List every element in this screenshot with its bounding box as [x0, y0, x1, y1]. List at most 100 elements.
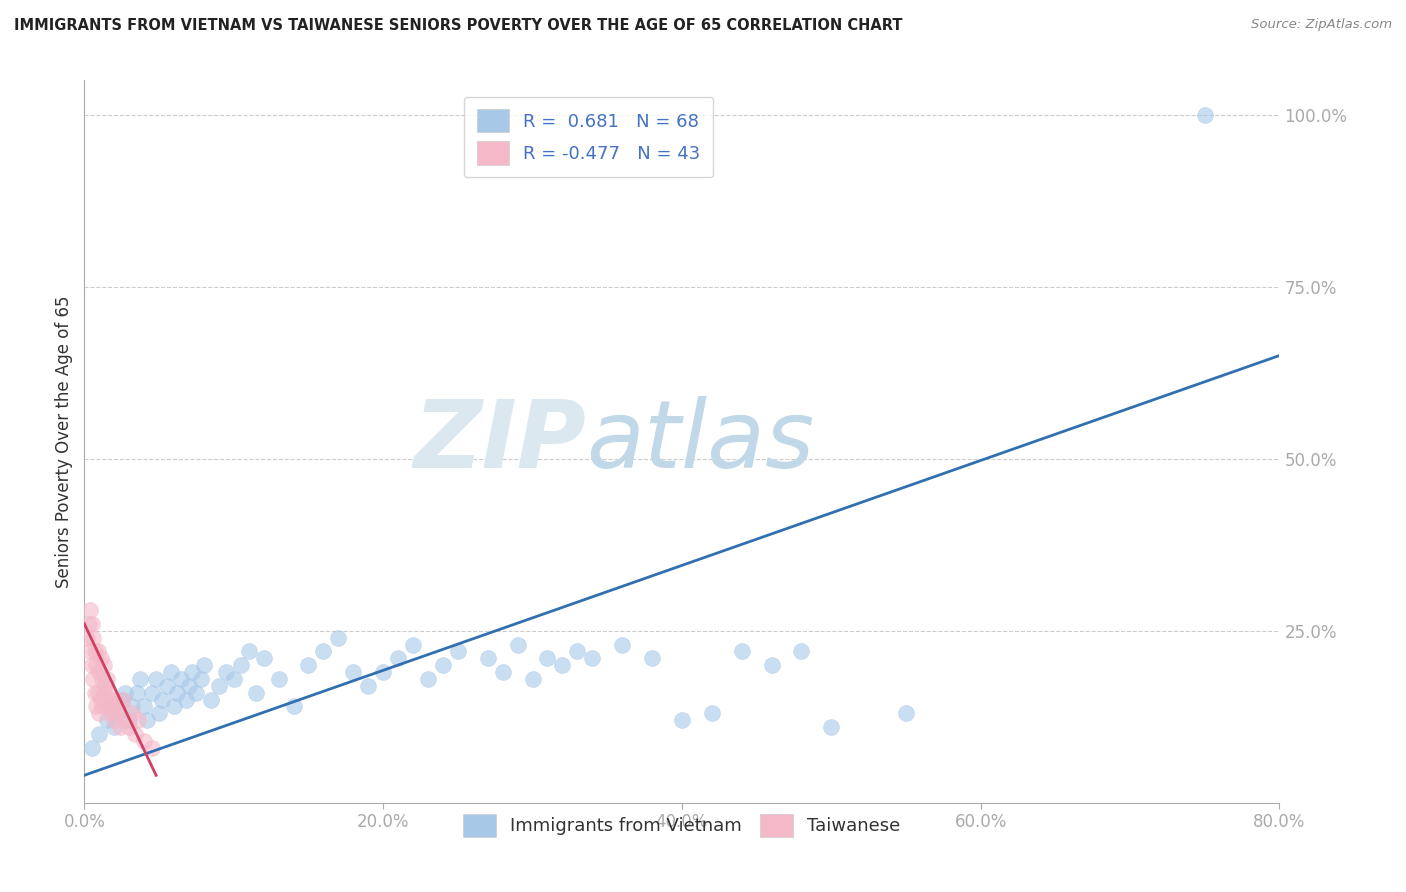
- Point: [522, 672, 544, 686]
- Point: [96, 699, 118, 714]
- Point: [86, 658, 108, 673]
- Point: [87, 686, 110, 700]
- Point: [253, 651, 276, 665]
- Point: [477, 651, 499, 665]
- Point: [82, 672, 104, 686]
- Point: [103, 713, 125, 727]
- Point: [100, 706, 122, 721]
- Point: [115, 713, 138, 727]
- Point: [245, 686, 267, 700]
- Y-axis label: Seniors Poverty Over the Age of 65: Seniors Poverty Over the Age of 65: [55, 295, 73, 588]
- Point: [87, 644, 110, 658]
- Point: [297, 658, 319, 673]
- Point: [91, 699, 114, 714]
- Point: [98, 692, 121, 706]
- Point: [731, 644, 754, 658]
- Point: [94, 679, 117, 693]
- Point: [416, 672, 439, 686]
- Point: [761, 658, 783, 673]
- Point: [118, 713, 141, 727]
- Point: [105, 706, 128, 721]
- Point: [91, 672, 114, 686]
- Point: [238, 644, 260, 658]
- Point: [141, 740, 163, 755]
- Point: [342, 665, 364, 679]
- Point: [402, 638, 425, 652]
- Point: [174, 692, 197, 706]
- Point: [357, 679, 380, 693]
- Point: [700, 706, 723, 721]
- Point: [267, 672, 290, 686]
- Point: [118, 720, 141, 734]
- Point: [110, 720, 132, 734]
- Point: [432, 658, 454, 673]
- Point: [76, 631, 98, 645]
- Point: [77, 616, 100, 631]
- Point: [128, 672, 150, 686]
- Point: [132, 699, 156, 714]
- Point: [190, 672, 212, 686]
- Point: [231, 658, 253, 673]
- Point: [112, 692, 135, 706]
- Point: [90, 692, 112, 706]
- Point: [551, 658, 574, 673]
- Point: [181, 665, 204, 679]
- Point: [283, 699, 305, 714]
- Point: [1194, 108, 1216, 122]
- Point: [447, 644, 470, 658]
- Point: [506, 638, 529, 652]
- Point: [790, 644, 813, 658]
- Point: [177, 679, 200, 693]
- Point: [83, 686, 105, 700]
- Point: [567, 644, 589, 658]
- Point: [86, 699, 108, 714]
- Point: [612, 638, 634, 652]
- Point: [193, 658, 215, 673]
- Point: [641, 651, 664, 665]
- Point: [83, 644, 105, 658]
- Point: [145, 672, 167, 686]
- Point: [170, 672, 193, 686]
- Text: atlas: atlas: [586, 396, 814, 487]
- Point: [160, 665, 183, 679]
- Point: [671, 713, 693, 727]
- Point: [97, 686, 120, 700]
- Point: [150, 692, 173, 706]
- Point: [186, 686, 208, 700]
- Point: [312, 644, 335, 658]
- Point: [536, 651, 558, 665]
- Point: [208, 679, 231, 693]
- Point: [492, 665, 515, 679]
- Legend: Immigrants from Vietnam, Taiwanese: Immigrants from Vietnam, Taiwanese: [456, 806, 908, 845]
- Point: [111, 692, 134, 706]
- Point: [121, 699, 143, 714]
- Point: [80, 658, 103, 673]
- Point: [96, 713, 118, 727]
- Point: [127, 713, 149, 727]
- Point: [373, 665, 395, 679]
- Point: [894, 706, 917, 721]
- Point: [80, 740, 103, 755]
- Point: [94, 692, 117, 706]
- Point: [121, 706, 143, 721]
- Point: [215, 665, 238, 679]
- Point: [132, 734, 156, 748]
- Point: [163, 699, 186, 714]
- Point: [148, 706, 170, 721]
- Point: [89, 665, 111, 679]
- Point: [93, 686, 115, 700]
- Point: [107, 699, 129, 714]
- Point: [103, 720, 125, 734]
- Point: [100, 699, 122, 714]
- Point: [89, 727, 111, 741]
- Point: [89, 706, 111, 721]
- Point: [93, 658, 115, 673]
- Text: Source: ZipAtlas.com: Source: ZipAtlas.com: [1251, 18, 1392, 31]
- Point: [79, 644, 101, 658]
- Point: [328, 631, 350, 645]
- Text: ZIP: ZIP: [413, 395, 586, 488]
- Point: [104, 692, 127, 706]
- Point: [581, 651, 603, 665]
- Text: IMMIGRANTS FROM VIETNAM VS TAIWANESE SENIORS POVERTY OVER THE AGE OF 65 CORRELAT: IMMIGRANTS FROM VIETNAM VS TAIWANESE SEN…: [14, 18, 903, 33]
- Point: [222, 672, 245, 686]
